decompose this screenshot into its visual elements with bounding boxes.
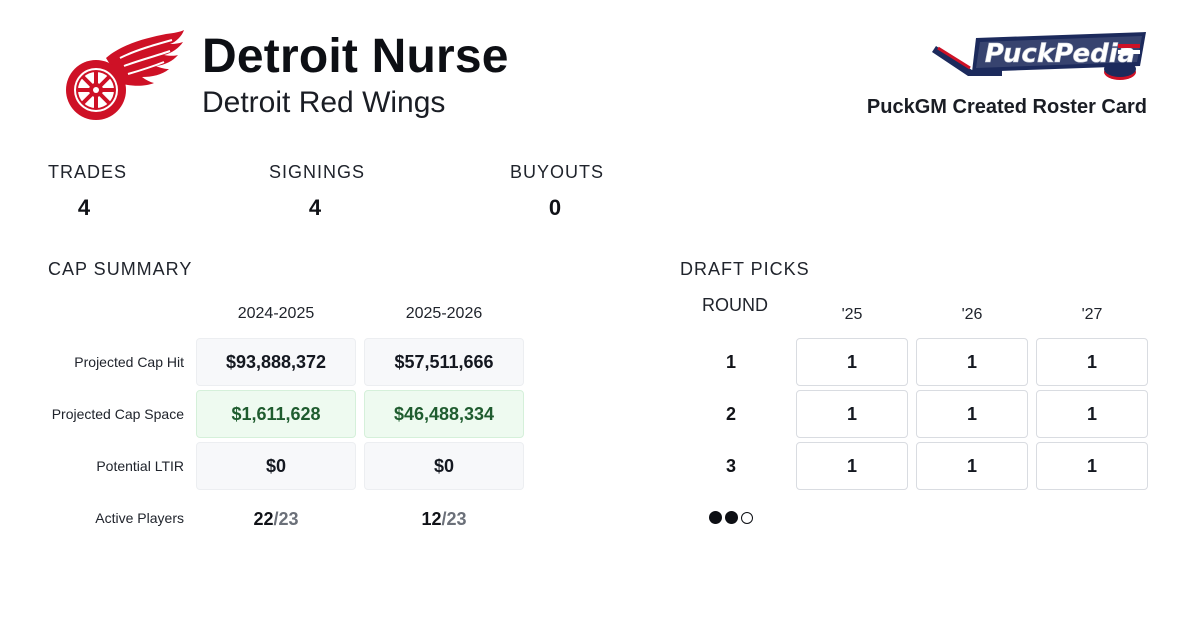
- team-logo: [62, 28, 186, 122]
- draft-pick-cell: 1: [1036, 442, 1148, 490]
- active-players-label: Active Players: [95, 510, 184, 526]
- cap-row-label: Projected Cap Hit: [74, 354, 184, 370]
- active-players-max: /23: [273, 509, 299, 529]
- draft-year-header: '26: [961, 306, 983, 323]
- page-indicator[interactable]: [709, 511, 753, 524]
- stat-value: 0: [548, 195, 562, 220]
- red-wings-winged-wheel-icon: [66, 30, 184, 120]
- stat-value: 4: [308, 195, 322, 220]
- draft-year-header: '27: [1081, 306, 1103, 323]
- draft-year-header: '25: [841, 306, 863, 323]
- stat-label: SIGNINGS: [269, 162, 366, 182]
- round-number: 2: [725, 404, 736, 424]
- draft-pick-cell: 1: [796, 390, 908, 438]
- draft-pick-cell: 1: [916, 442, 1028, 490]
- stat-label: BUYOUTS: [510, 162, 605, 182]
- active-players-value: 22/23: [196, 508, 356, 530]
- stat-buyouts: BUYOUTS 0: [510, 162, 605, 221]
- stat-value: 4: [77, 195, 91, 220]
- cap-value-cell: $57,511,666: [364, 338, 524, 386]
- draft-pick-cell: 1: [796, 338, 908, 386]
- round-number: 3: [725, 456, 736, 476]
- puckpedia-logo-icon: PuckPedia: [932, 32, 1146, 80]
- card-caption: PuckGM Created Roster Card: [866, 96, 1147, 118]
- cap-summary-title: CAP SUMMARY: [48, 259, 193, 279]
- active-players-value: 12/23: [364, 508, 524, 530]
- cap-value-cell: $0: [364, 442, 524, 490]
- round-header: ROUND: [702, 295, 768, 315]
- stat-trades: TRADES 4: [48, 162, 128, 221]
- cap-value-cell: $93,888,372: [196, 338, 356, 386]
- cap-row-label: Potential LTIR: [96, 458, 184, 474]
- empty-dot[interactable]: [741, 512, 753, 524]
- draft-pick-cell: 1: [1036, 338, 1148, 386]
- active-players-count: 12: [421, 509, 442, 529]
- cap-row-label: Projected Cap Space: [51, 406, 184, 422]
- stat-label: TRADES: [48, 162, 128, 182]
- active-players-max: /23: [441, 509, 467, 529]
- team-name: Detroit Red Wings: [202, 86, 446, 119]
- filled-dot[interactable]: [709, 511, 722, 524]
- cap-value-cell: $0: [196, 442, 356, 490]
- cap-space-cell: $46,488,334: [364, 390, 524, 438]
- stat-signings: SIGNINGS 4: [269, 162, 366, 221]
- draft-pick-cell: 1: [916, 338, 1028, 386]
- puckpedia-logo-text: PuckPedia: [985, 39, 1135, 69]
- puckpedia-logo: PuckPedia: [932, 26, 1154, 90]
- draft-pick-cell: 1: [916, 390, 1028, 438]
- round-number: 1: [725, 352, 736, 372]
- cap-column-header: 2024-2025: [237, 305, 315, 322]
- cap-column-header: 2025-2026: [405, 305, 483, 322]
- cap-space-cell: $1,611,628: [196, 390, 356, 438]
- draft-pick-cell: 1: [796, 442, 908, 490]
- filled-dot[interactable]: [725, 511, 738, 524]
- draft-picks-title: DRAFT PICKS: [680, 259, 810, 279]
- active-players-count: 22: [253, 509, 274, 529]
- draft-pick-cell: 1: [1036, 390, 1148, 438]
- gm-name: Detroit Nurse: [202, 30, 509, 83]
